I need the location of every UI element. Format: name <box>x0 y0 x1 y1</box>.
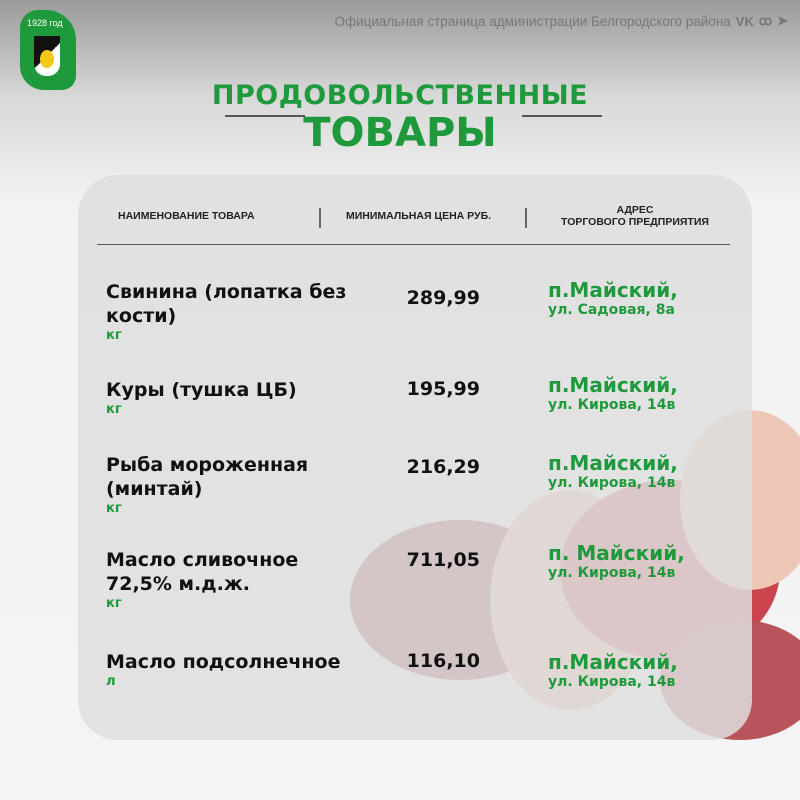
product-price: 116,10 <box>406 650 480 672</box>
product-name: Масло сливочное 72,5% м.д.ж. кг <box>106 548 366 612</box>
address-city: п.Майский, <box>548 278 678 302</box>
title-line2: ТОВАРЫ <box>303 110 497 156</box>
product-price: 216,29 <box>406 456 480 478</box>
product-name: Свинина (лопатка без кости) кг <box>106 280 366 344</box>
column-header-address: АДРЕС ТОРГОВОГО ПРЕДПРИЯТИЯ <box>561 204 709 228</box>
column-separator <box>319 208 321 228</box>
product-unit: л <box>106 674 116 689</box>
site-header: Официальная страница администрации Белго… <box>335 13 789 29</box>
address-street: ул. Кирова, 14в <box>548 397 676 413</box>
product-unit: кг <box>106 596 122 611</box>
address-city: п.Майский, <box>548 373 678 397</box>
address-city: п.Майский, <box>548 451 678 475</box>
divider <box>522 115 602 117</box>
product-unit: кг <box>106 402 122 417</box>
header-divider <box>97 244 730 245</box>
store-address: п.Майский, ул. Кирова, 14в <box>548 650 678 690</box>
column-header-name: НАИМЕНОВАНИЕ ТОВАРА <box>118 210 255 222</box>
store-address: п.Майский, ул. Кирова, 14в <box>548 373 678 413</box>
address-street: ул. Кирова, 14в <box>548 475 676 491</box>
address-street: ул. Кирова, 14в <box>548 674 676 690</box>
column-header-price: МИНИМАЛЬНАЯ ЦЕНА РУБ. <box>346 210 492 222</box>
product-price: 195,99 <box>406 378 480 400</box>
address-city: п. Майский, <box>548 541 685 565</box>
address-street: ул. Кирова, 14в <box>548 565 676 581</box>
address-city: п.Майский, <box>548 650 678 674</box>
lion-icon <box>40 50 54 68</box>
store-address: п.Майский, ул. Кирова, 14в <box>548 451 678 491</box>
title-line1: ПРОДОВОЛЬСТВЕННЫЕ <box>211 80 589 111</box>
store-address: п. Майский, ул. Кирова, 14в <box>548 541 685 581</box>
odnoklassniki-icon[interactable]: ꝏ <box>758 13 773 28</box>
vk-icon[interactable]: VK <box>735 13 754 29</box>
store-address: п.Майский, ул. Садовая, 8а <box>548 278 678 318</box>
product-name: Куры (тушка ЦБ) кг <box>106 378 366 418</box>
product-unit: кг <box>106 328 122 343</box>
logo-year: 1928 год <box>27 18 63 28</box>
district-logo: 1928 год <box>20 10 76 90</box>
price-table-card <box>78 175 752 740</box>
product-price: 289,99 <box>406 287 480 309</box>
column-separator <box>525 208 527 228</box>
telegram-icon[interactable]: ➤ <box>777 13 788 28</box>
product-name: Масло подсолнечное л <box>106 650 366 690</box>
address-street: ул. Садовая, 8а <box>548 302 675 318</box>
product-price: 711,05 <box>406 549 480 571</box>
product-name: Рыба мороженная (минтай) кг <box>106 453 366 517</box>
divider <box>225 115 305 117</box>
product-unit: кг <box>106 501 122 516</box>
site-title: Официальная страница администрации Белго… <box>334 13 731 29</box>
